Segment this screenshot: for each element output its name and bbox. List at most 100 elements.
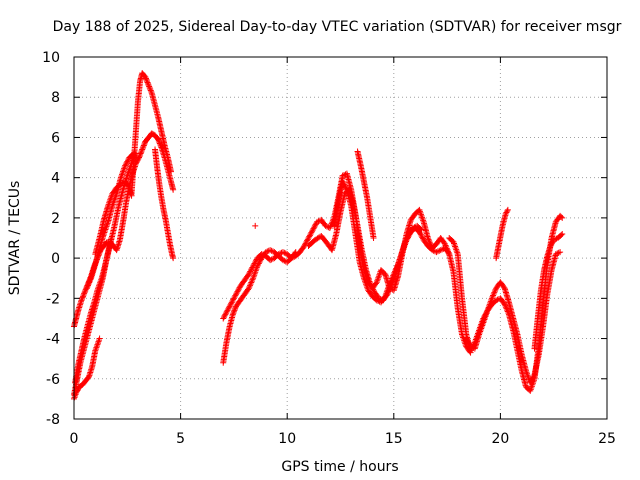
data-point (228, 300, 235, 307)
data-point (308, 229, 315, 236)
data-point (403, 237, 410, 244)
data-point (557, 249, 564, 256)
data-point (244, 286, 251, 293)
data-point (143, 76, 150, 83)
data-point (529, 375, 536, 382)
data-point (221, 312, 228, 319)
data-point (225, 306, 232, 313)
data-point (466, 340, 473, 347)
data-point (125, 157, 132, 164)
data-point (86, 278, 93, 285)
data-point (147, 86, 154, 93)
data-point (225, 304, 232, 311)
data-point (277, 250, 284, 257)
data-point (78, 297, 85, 304)
data-point (80, 291, 87, 298)
data-point (394, 262, 401, 269)
plot-frame (73, 56, 608, 420)
data-point (416, 228, 423, 235)
data-point (370, 286, 377, 293)
data-point (493, 297, 500, 304)
data-point (491, 288, 498, 295)
data-point (341, 181, 348, 188)
series-arc-8 (152, 146, 177, 262)
data-point (124, 158, 131, 165)
data-point (232, 292, 239, 299)
data-point (249, 264, 256, 271)
data-point (310, 225, 317, 232)
data-point (289, 254, 296, 261)
data-point (170, 186, 177, 193)
data-point (311, 224, 318, 231)
data-point (142, 74, 149, 81)
data-point (527, 378, 534, 385)
data-point (552, 251, 559, 258)
data-point (527, 379, 534, 386)
data-point (144, 78, 151, 85)
data-point (222, 311, 229, 318)
data-point (224, 307, 231, 314)
y-tick-label: -8 (46, 412, 60, 428)
data-point (446, 251, 453, 258)
data-point (558, 213, 565, 220)
data-point (388, 276, 395, 283)
data-point (231, 306, 238, 313)
data-point (231, 307, 238, 314)
data-point (328, 222, 335, 229)
data-point (144, 79, 151, 86)
data-point (142, 75, 149, 82)
data-point (391, 269, 398, 276)
data-point (465, 339, 472, 346)
data-point (279, 249, 286, 256)
data-point (558, 231, 565, 238)
data-point (140, 143, 147, 150)
data-point (327, 223, 334, 230)
chart-title: Day 188 of 2025, Sidereal Day-to-day VTE… (53, 19, 622, 35)
data-point (314, 218, 321, 225)
data-point (245, 271, 252, 278)
data-point (156, 139, 163, 146)
data-point (87, 276, 94, 283)
data-point (136, 153, 143, 160)
data-point (246, 283, 253, 290)
data-point (343, 185, 350, 192)
y-tick-label: 0 (51, 251, 60, 267)
data-point (417, 230, 424, 237)
data-point (155, 136, 162, 143)
data-point (260, 251, 267, 258)
data-point (147, 87, 154, 94)
data-point (268, 256, 275, 263)
data-point (424, 235, 431, 241)
y-tick-label: 2 (51, 211, 60, 227)
data-point (248, 279, 255, 286)
data-point (235, 285, 242, 292)
data-point (288, 255, 295, 262)
data-point (369, 285, 376, 292)
data-point (138, 149, 145, 156)
series-arc-16 (493, 206, 511, 262)
y-tick-labels: -8 -6 -4 -2 0 2 4 6 8 10 (42, 50, 60, 428)
series-arc-13 (354, 148, 377, 241)
data-point (488, 295, 495, 302)
data-point (393, 265, 400, 272)
series-arc-15 (463, 249, 564, 386)
data-point (303, 239, 310, 246)
data-point (530, 373, 537, 380)
data-point (339, 172, 346, 179)
data-point (83, 285, 90, 292)
data-point (247, 280, 254, 287)
data-point (252, 259, 259, 266)
data-point (157, 141, 164, 148)
data-point (122, 162, 129, 169)
data-point (264, 248, 271, 255)
data-point (248, 278, 255, 285)
data-point (249, 276, 256, 283)
data-point (250, 263, 257, 270)
data-point (388, 275, 395, 282)
series-arc-12 (331, 178, 453, 306)
data-point (307, 230, 314, 237)
data-point (145, 82, 152, 89)
data-point (79, 294, 86, 301)
data-point (405, 232, 412, 239)
data-point (559, 230, 566, 237)
